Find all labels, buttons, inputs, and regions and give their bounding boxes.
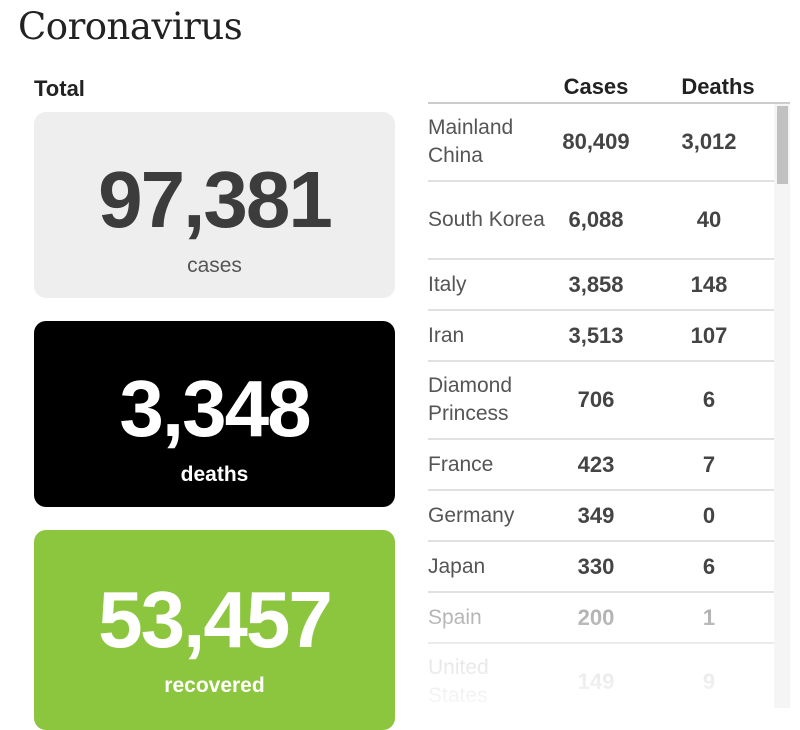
recovered-card: 53,457 recovered — [34, 530, 395, 730]
recovered-label: recovered — [164, 674, 265, 697]
country-cases: 423 — [577, 451, 615, 477]
country-cases: 3,858 — [568, 271, 624, 297]
country-cases: 349 — [577, 502, 615, 528]
table-row: South Korea 6,088 40 — [428, 182, 774, 260]
country-name: Spain — [428, 605, 482, 629]
cases-card: 97,381 cases — [34, 112, 395, 298]
country-deaths: 6 — [702, 387, 716, 412]
country-deaths: 1 — [702, 604, 716, 630]
deaths-total: 3,348 — [119, 364, 311, 453]
country-cases: 149 — [577, 669, 615, 694]
country-name: Japan — [428, 554, 486, 578]
country-cases: 706 — [577, 387, 615, 412]
country-name: France — [428, 452, 494, 476]
column-header-cases: Cases — [563, 74, 629, 99]
country-name: Italy — [428, 272, 467, 296]
deaths-card: 3,348 deaths — [34, 321, 395, 507]
country-cases: 330 — [577, 553, 615, 579]
country-cases: 200 — [577, 604, 615, 630]
country-deaths: 9 — [702, 669, 716, 694]
table-row: United States 149 9 — [428, 644, 774, 708]
column-header-deaths: Deaths — [681, 74, 755, 99]
country-name: Germany — [428, 503, 515, 527]
recovered-total: 53,457 — [98, 575, 333, 664]
country-deaths: 6 — [702, 553, 716, 579]
country-deaths: 7 — [702, 451, 716, 477]
country-deaths: 40 — [696, 207, 722, 232]
country-deaths: 0 — [702, 502, 716, 528]
table-body: Mainland China 80,409 3,012 South Korea … — [428, 104, 774, 708]
total-label: Total — [34, 76, 85, 101]
deaths-label: deaths — [180, 463, 249, 486]
country-table[interactable]: Cases Deaths Mainland China 80,409 3,012… — [428, 72, 790, 708]
country-deaths: 107 — [690, 322, 728, 348]
country-deaths: 3,012 — [681, 129, 737, 154]
page-title: Coronavirus — [18, 5, 243, 48]
scrollbar-thumb[interactable] — [777, 106, 788, 184]
country-name: Diamond Princess — [428, 374, 513, 425]
table-row: France 423 7 — [428, 440, 774, 491]
cases-label: cases — [187, 254, 242, 277]
table-row: Iran 3,513 107 — [428, 311, 774, 362]
table-row: Spain 200 1 — [428, 593, 774, 644]
country-deaths: 148 — [690, 271, 728, 297]
table-row: Italy 3,858 148 — [428, 260, 774, 311]
country-cases: 3,513 — [568, 322, 624, 348]
country-name: United States — [428, 656, 489, 707]
table-scrollbar[interactable] — [774, 104, 790, 708]
table-header: Cases Deaths — [428, 72, 790, 104]
table-row: Germany 349 0 — [428, 491, 774, 542]
table-row: Diamond Princess 706 6 — [428, 362, 774, 440]
country-name: Iran — [428, 323, 465, 347]
country-name: Mainland China — [428, 116, 514, 167]
table-row: Japan 330 6 — [428, 542, 774, 593]
table-row: Mainland China 80,409 3,012 — [428, 104, 774, 182]
country-name: South Korea — [428, 208, 545, 231]
cases-total: 97,381 — [98, 155, 333, 244]
country-cases: 80,409 — [562, 129, 630, 154]
country-cases: 6,088 — [568, 207, 624, 232]
